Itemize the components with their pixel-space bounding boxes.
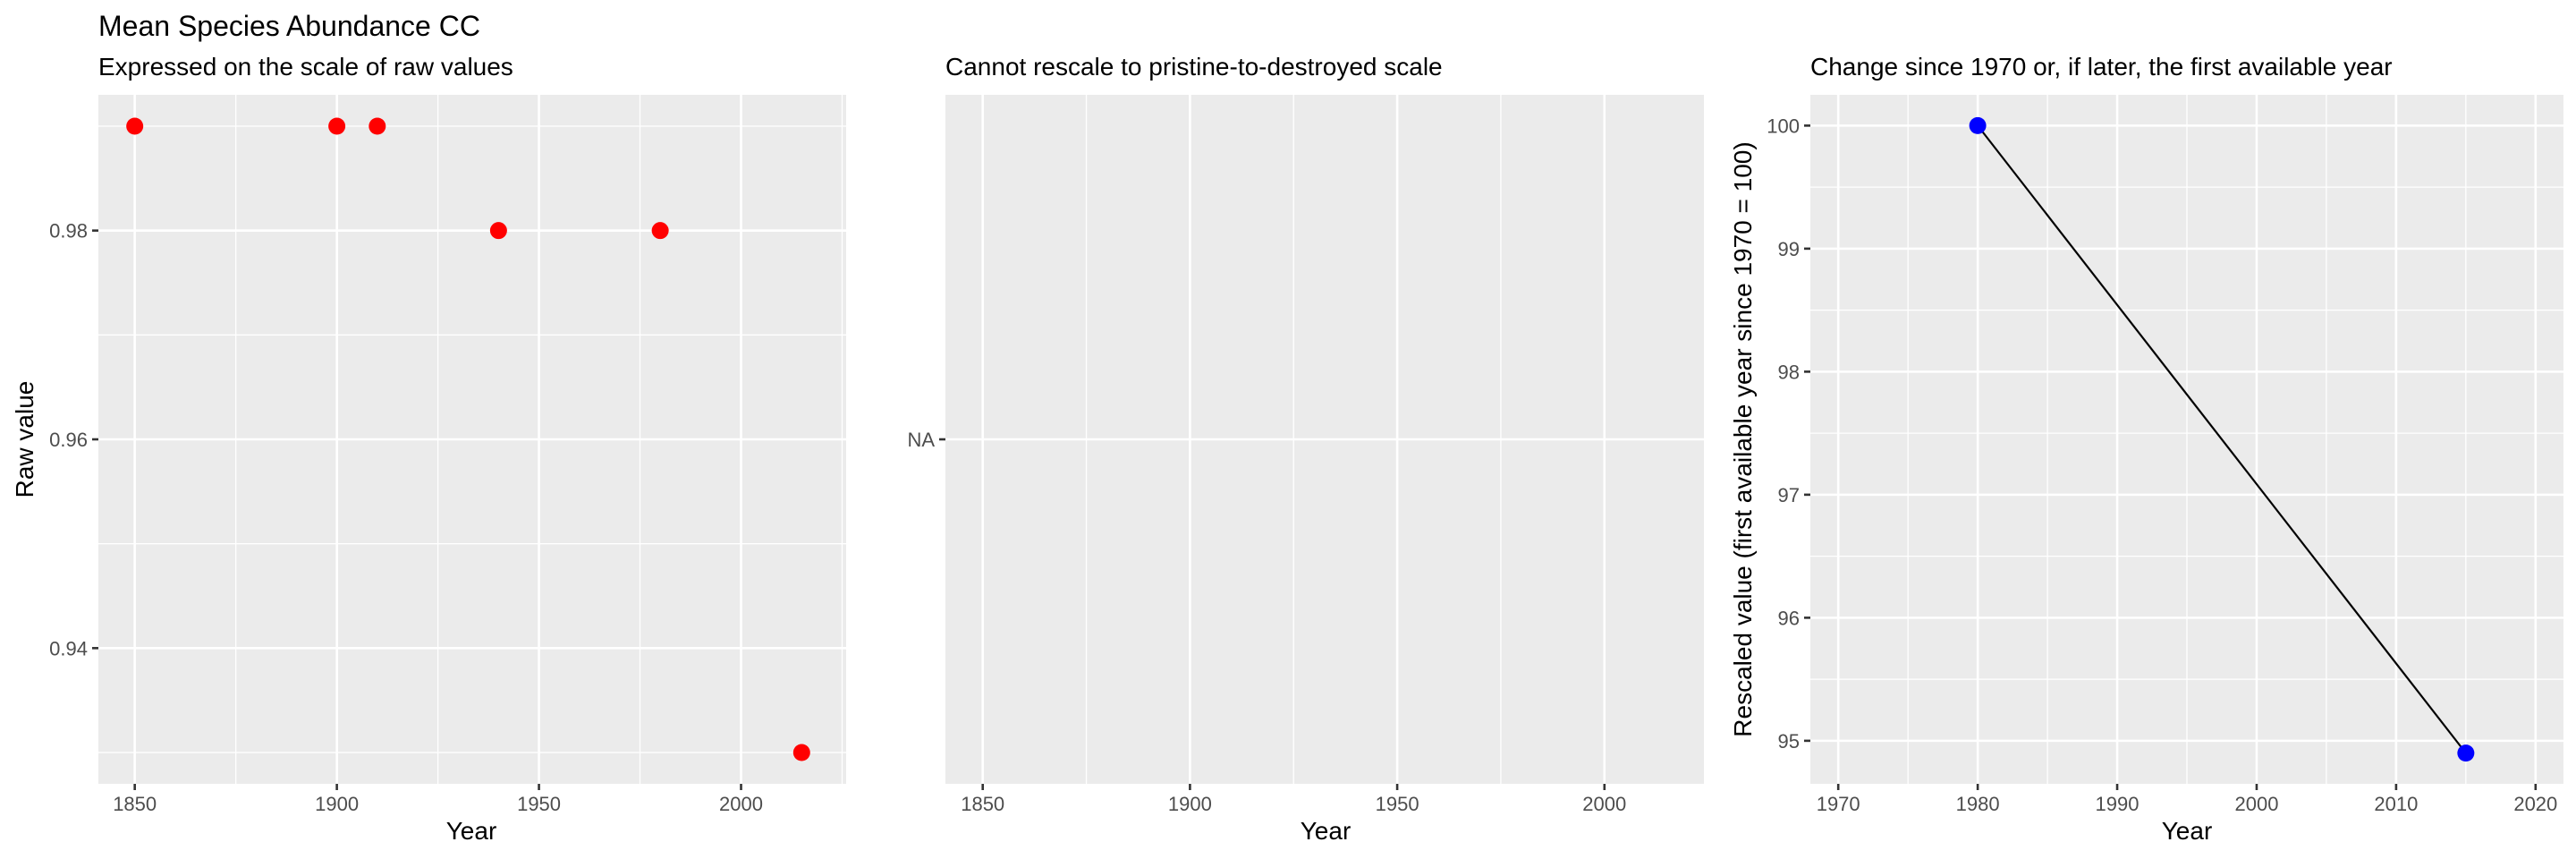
panel-3-subtitle: Change since 1970 or, if later, the firs… [1810, 53, 2393, 81]
panel-1-data-point [369, 117, 386, 135]
main-title: Mean Species Abundance CC [98, 10, 480, 42]
panel-3-series-line [1977, 124, 2467, 754]
panel-3-data-point [1969, 116, 1987, 134]
panel-3-x-axis-title: Year [2162, 817, 2213, 845]
panel-1-x-tick-label: 1850 [113, 793, 157, 815]
panel-3-x-tick-label: 2020 [2513, 793, 2557, 815]
panel-1-y-tick-label: 0.98 [49, 220, 88, 242]
panel-1-y-axis-title: Raw value [11, 381, 38, 498]
panel-1-data-point [126, 117, 144, 135]
panel-3-x-tick-label: 1970 [1817, 793, 1860, 815]
panel-2-x-tick-label: 1850 [961, 793, 1004, 815]
panel-1-data-point [328, 117, 346, 135]
panel-1-x-axis-title: Year [446, 817, 497, 845]
panel-1-x-tick-label: 1950 [517, 793, 561, 815]
panel-3-x-tick-label: 2010 [2374, 793, 2418, 815]
panel-3-y-tick-label: 95 [1778, 730, 1800, 753]
panel-2-subtitle: Cannot rescale to pristine-to-destroyed … [945, 53, 1443, 81]
panel-3-x-tick-label: 1980 [1956, 793, 2000, 815]
panel-1-y-tick-label: 0.96 [49, 429, 88, 451]
panel-2-x-axis-title: Year [1301, 817, 1352, 845]
panel-2-y-tick-label: NA [907, 429, 935, 451]
panel-3-x-tick-label: 2000 [2234, 793, 2278, 815]
panel-2: 1850 1900 1950 2000 NA [907, 95, 1704, 815]
panel-1-x-tick-label: 2000 [719, 793, 763, 815]
panel-3-x-tick-label: 1990 [2096, 793, 2140, 815]
panel-1-x-tick-label: 1900 [315, 793, 359, 815]
panel-1-subtitle: Expressed on the scale of raw values [98, 53, 513, 81]
panel-1-data-point [792, 744, 810, 761]
panel-3-y-tick-label: 100 [1767, 115, 1800, 137]
panel-1-y-tick-label: 0.94 [49, 637, 88, 659]
panel-3-y-axis-title: Rescaled value (first available year sin… [1729, 141, 1757, 736]
panel-1-data-point [489, 222, 507, 240]
panel-3-y-tick-label: 96 [1778, 607, 1800, 629]
panel-3-y-tick-label: 98 [1778, 361, 1800, 383]
panel-1: 1850 1900 1950 2000 0.94 0.96 0.98 [49, 95, 846, 815]
panel-2-x-tick-label: 2000 [1582, 793, 1626, 815]
panel-2-x-tick-label: 1900 [1168, 793, 1212, 815]
panel-2-x-tick-label: 1950 [1376, 793, 1419, 815]
panel-3-y-tick-label: 99 [1778, 238, 1800, 260]
panel-3-data-point [2457, 744, 2475, 762]
panel-3: 1970 1980 1990 2000 2010 2020 95 96 97 98 99 100 [1767, 95, 2563, 815]
panel-3-y-tick-label: 97 [1778, 484, 1800, 506]
panel-1-data-point [651, 222, 669, 240]
